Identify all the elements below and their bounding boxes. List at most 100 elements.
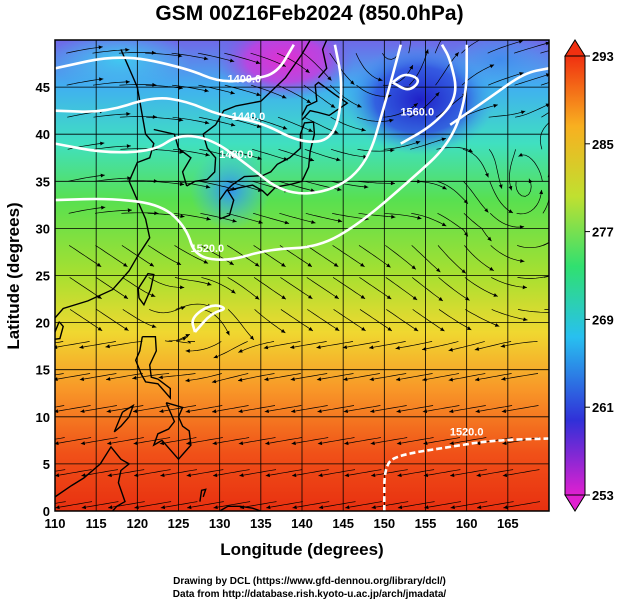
streamline: [342, 341, 380, 349]
streamline: [500, 341, 538, 348]
streamline: [345, 501, 382, 509]
streamline-arrow: [306, 99, 311, 104]
streamline-arrow: [370, 441, 375, 446]
streamline-arrow: [390, 181, 395, 186]
streamline: [279, 212, 316, 224]
streamline: [465, 309, 500, 327]
streamline: [55, 405, 91, 412]
streamline: [397, 469, 435, 477]
streamline-arrow: [225, 330, 230, 336]
streamline-arrow: [178, 117, 184, 122]
coastline: [134, 336, 171, 400]
streamline-arrow: [264, 377, 269, 382]
streamline-arrow: [361, 127, 366, 132]
streamline-arrow: [498, 184, 503, 189]
colorbar-tick-label: 293: [592, 49, 614, 64]
streamline-arrow: [231, 289, 236, 294]
streamline: [422, 373, 459, 381]
streamline: [491, 277, 527, 288]
streamline-arrow: [413, 103, 418, 108]
streamline-arrow: [96, 262, 102, 267]
streamline-arrow: [334, 294, 339, 299]
streamline: [503, 501, 540, 509]
streamline-arrow: [97, 294, 102, 299]
streamline-arrow: [177, 53, 183, 58]
streamline-arrow: [477, 505, 482, 510]
plot-frame: [54, 39, 550, 512]
contour-1440: [55, 44, 343, 143]
streamline: [411, 277, 444, 302]
streamline-arrow: [281, 94, 287, 99]
streamline: [291, 437, 329, 445]
colorbar-ticks: 253 261 269 277 285 293: [585, 49, 614, 503]
y-tick-label: 5: [43, 457, 50, 472]
streamline: [69, 309, 103, 332]
streamline-arrow: [327, 76, 332, 81]
streamline: [160, 501, 198, 509]
streamline-arrow: [550, 274, 555, 278]
streamline: [516, 189, 542, 215]
streamline-arrow: [265, 473, 270, 478]
coastline: [55, 445, 131, 511]
streamline-arrow: [309, 157, 315, 162]
credits-data-source: Data from http://database.rish.kyoto-u.a…: [172, 589, 447, 600]
streamline-arrow: [150, 293, 156, 297]
x-tick-label: 110: [45, 516, 66, 531]
streamline: [333, 309, 366, 332]
streamline: [318, 469, 356, 477]
streamline: [306, 245, 339, 267]
colorbar: 253 261 269 277 285 293: [564, 39, 614, 512]
streamline: [290, 405, 328, 413]
streamline: [278, 148, 315, 162]
streamline-arrow: [213, 505, 218, 510]
streamline: [81, 501, 119, 509]
streamline: [199, 180, 237, 191]
streamline-arrow: [308, 128, 313, 132]
streamline-arrow: [522, 285, 527, 290]
streamline-arrow: [363, 154, 368, 159]
streamline: [509, 149, 516, 191]
streamline: [424, 501, 461, 509]
streamline: [383, 103, 419, 118]
streamline-arrow: [238, 349, 243, 353]
streamline: [395, 373, 433, 381]
streamline: [463, 213, 492, 242]
streamline: [211, 405, 249, 413]
streamline-arrow: [281, 295, 286, 300]
streamline: [145, 52, 183, 57]
x-tick-label: 155: [415, 516, 437, 531]
x-tick-label: 125: [168, 516, 190, 531]
streamline: [227, 309, 255, 341]
streamline: [159, 405, 197, 413]
streamline: [185, 341, 222, 352]
streamline: [212, 437, 250, 445]
streamline-arrow: [125, 80, 130, 84]
streamline-arrow: [501, 409, 507, 413]
streamline: [356, 116, 394, 122]
streamline: [238, 405, 276, 413]
streamline: [92, 81, 130, 86]
streamline-arrow: [180, 285, 185, 290]
streamline: [277, 116, 313, 133]
streamline: [55, 437, 92, 445]
streamline: [317, 437, 355, 445]
streamline-arrow: [55, 409, 59, 413]
streamline-arrow: [81, 505, 87, 510]
streamline-arrow: [476, 441, 481, 446]
streamline: [462, 148, 489, 178]
streamline: [541, 112, 549, 118]
streamline-arrow: [475, 377, 480, 382]
streamline-arrow: [489, 64, 495, 69]
streamline-arrow: [307, 262, 312, 267]
streamline: [318, 501, 356, 509]
streamline-arrow: [127, 176, 132, 181]
height-contours: [55, 44, 549, 511]
streamline-arrow: [154, 211, 159, 216]
streamline: [411, 245, 441, 273]
streamline: [227, 277, 260, 300]
streamline: [95, 277, 129, 299]
streamline-arrow: [100, 173, 105, 178]
streamline-arrow: [475, 409, 480, 414]
streamline-arrow: [27, 377, 31, 381]
streamline: [238, 341, 275, 353]
